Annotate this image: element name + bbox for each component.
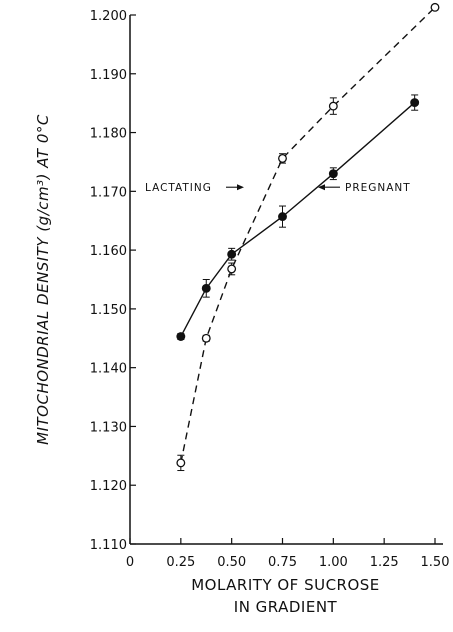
x-tick-label: 1.00 xyxy=(319,555,348,570)
x-tick-label: 1.50 xyxy=(421,555,450,570)
x-ticks: 0 0.25 0.50 0.75 1.00 1.25 1.50 xyxy=(126,538,450,570)
annotation-pregnant-label: PREGNANT xyxy=(345,182,411,194)
y-ticks: 1.110 1.120 1.130 1.140 1.150 1.160 1.170 1.180… xyxy=(90,9,136,553)
lactating-point xyxy=(176,458,186,468)
pregnant-point xyxy=(201,283,211,293)
series-layer xyxy=(176,2,440,472)
y-tick-label: 1.180 xyxy=(90,127,127,142)
x-tick-label: 0.25 xyxy=(166,555,195,570)
x-axis-title: MOLARITY OF SUCROSE xyxy=(191,576,380,594)
lactating-point xyxy=(328,101,338,111)
lactating-point xyxy=(430,2,440,12)
pregnant-point xyxy=(410,98,420,108)
lactating-point xyxy=(278,153,287,163)
annotation-pregnant-arrowhead xyxy=(318,184,325,191)
annotation-lactating-label: LACTATING xyxy=(145,182,212,194)
series-pregnant xyxy=(176,94,420,341)
annotation-lactating-arrowhead xyxy=(237,184,244,191)
y-tick-label: 1.190 xyxy=(90,68,127,83)
lactating-point xyxy=(201,333,211,343)
lactating-line xyxy=(180,6,436,464)
x-tick-label: 0.50 xyxy=(217,555,246,570)
pregnant-point xyxy=(176,332,186,341)
y-axis-title: MITOCHONDRIAL DENSITY (g/cm³) AT 0°C xyxy=(34,114,52,445)
lactating-point xyxy=(227,264,237,274)
x-tick-label: 0.75 xyxy=(268,555,297,570)
pregnant-point xyxy=(278,212,287,222)
y-tick-label: 1.110 xyxy=(90,538,127,553)
y-tick-label: 1.150 xyxy=(90,303,127,318)
x-axis-title-line2: IN GRADIENT xyxy=(234,598,338,616)
pregnant-point xyxy=(328,169,338,179)
series-lactating xyxy=(176,2,440,472)
x-tick-label: 0 xyxy=(126,555,134,570)
y-tick-label: 1.140 xyxy=(90,362,127,377)
annotation-lactating: LACTATING xyxy=(145,182,244,194)
y-tick-label: 1.130 xyxy=(90,420,127,435)
annotation-pregnant: PREGNANT xyxy=(318,182,411,194)
y-tick-label: 1.200 xyxy=(90,9,127,24)
pregnant-line xyxy=(180,102,416,337)
y-tick-label: 1.170 xyxy=(90,185,127,200)
y-tick-label: 1.120 xyxy=(90,479,127,494)
chart-axes: 0 0.25 0.50 0.75 1.00 1.25 1.50 1.110 1.120 1.13… xyxy=(90,9,450,570)
y-tick-label: 1.160 xyxy=(90,244,127,259)
x-tick-label: 1.25 xyxy=(370,555,399,570)
pregnant-point xyxy=(227,249,237,259)
